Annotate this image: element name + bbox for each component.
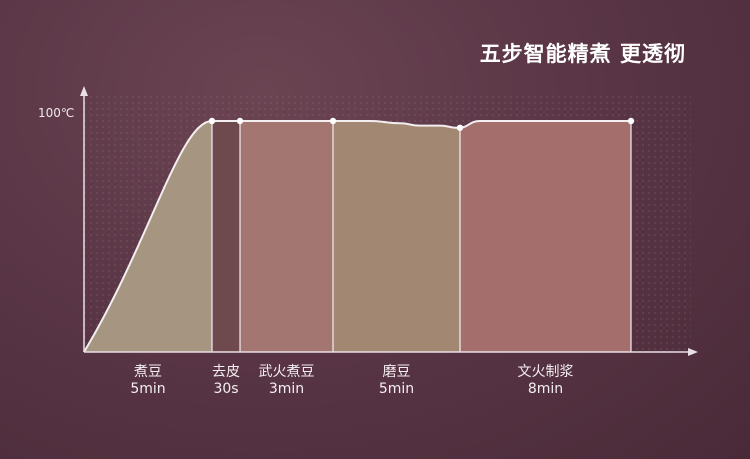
y-tick-100: 100℃ (38, 106, 75, 120)
y-axis-arrow (80, 86, 88, 96)
stage-duration: 5min (378, 381, 415, 397)
stage-area-2 (212, 121, 240, 352)
chart-title: 五步智能精煮 更透彻 (479, 42, 686, 66)
stage-duration: 30s (213, 381, 239, 397)
curve-point-5 (627, 117, 635, 125)
stage-name: 文火制浆 (517, 364, 574, 380)
stage-area-5 (460, 121, 631, 352)
stage-duration: 8min (527, 381, 564, 397)
curve-point-1 (208, 117, 216, 125)
stage-name: 磨豆 (382, 364, 411, 380)
stage-area-4 (333, 121, 460, 352)
stage-label-3: 武火煮豆 3min (227, 364, 347, 398)
curve-point-3 (329, 117, 337, 125)
stage-label-4: 磨豆 5min (337, 364, 457, 398)
stage-label-1: 煮豆 5min (88, 364, 208, 398)
stage-name: 去皮 (212, 364, 240, 380)
stage-name: 煮豆 (134, 364, 162, 380)
stage-duration: 5min (130, 381, 166, 397)
x-axis-arrow (688, 348, 698, 356)
stage-duration: 3min (268, 381, 305, 397)
stage-name: 武火煮豆 (258, 364, 315, 380)
curve-point-2 (236, 117, 244, 125)
stage-label-5: 文火制浆 8min (486, 364, 606, 398)
stage-label-2: 去皮 30s (166, 364, 286, 398)
curve-point-4 (456, 124, 464, 131)
stage-area-3 (240, 121, 333, 352)
